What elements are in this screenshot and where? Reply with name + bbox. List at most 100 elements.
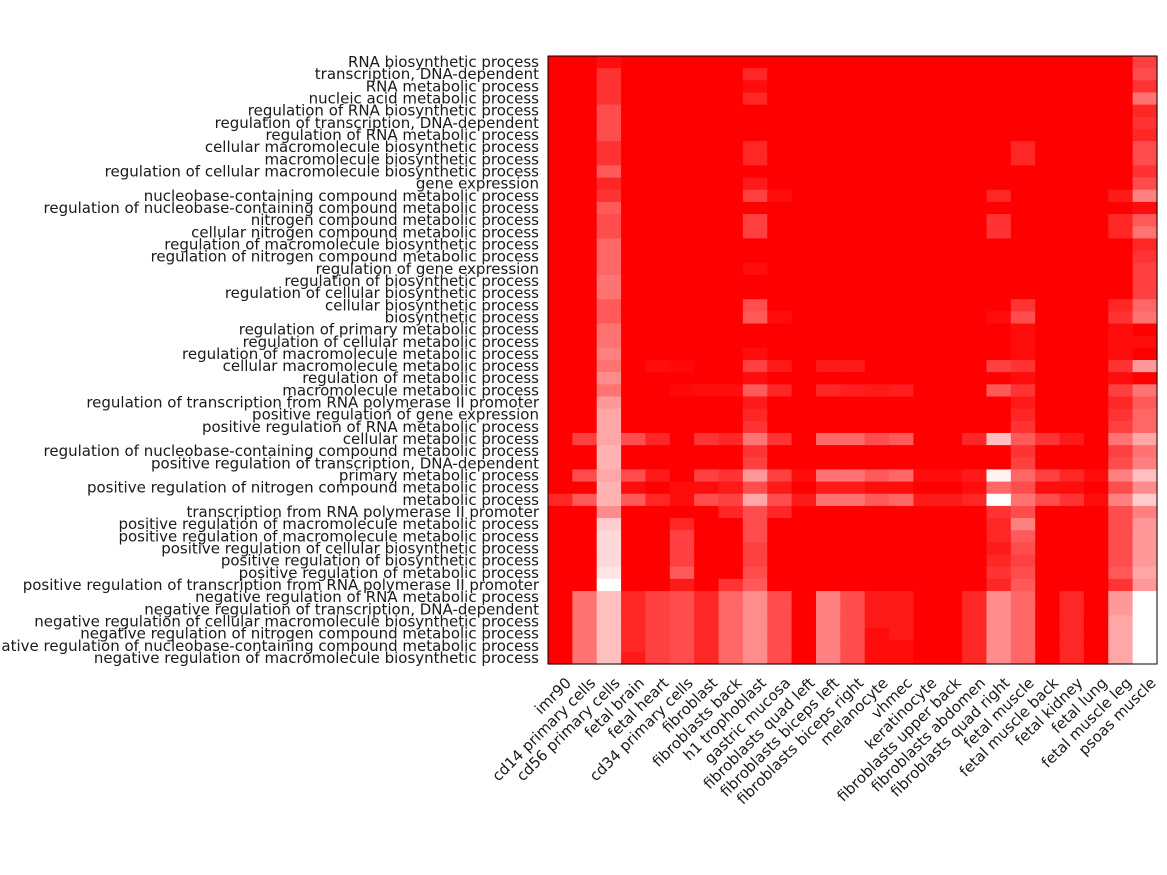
heatmap-cell: [1010, 445, 1036, 458]
heatmap-cell: [1035, 554, 1061, 568]
heatmap-cell: [1059, 189, 1085, 203]
heatmap-cell: [1035, 627, 1061, 641]
heatmap-cell: [572, 627, 598, 641]
heatmap-cell: [742, 481, 768, 495]
heatmap-cell: [889, 639, 914, 653]
heatmap-cell: [1083, 396, 1109, 410]
row-label: RNA metabolic process: [366, 77, 539, 95]
heatmap-cell: [962, 396, 988, 410]
heatmap-cell: [1010, 505, 1036, 519]
row-label: cellular nitrogen compound metabolic pro…: [191, 223, 539, 241]
heatmap-cell: [1010, 323, 1036, 337]
heatmap-cell: [718, 469, 744, 483]
heatmap-cell: [815, 457, 841, 471]
heatmap-cell: [767, 274, 793, 288]
heatmap-cell: [694, 408, 720, 422]
heatmap-cell: [621, 591, 647, 604]
heatmap-cell: [1108, 92, 1134, 106]
heatmap-cell: [742, 68, 768, 81]
heatmap-cell: [864, 299, 890, 312]
heatmap-cell: [767, 578, 793, 592]
heatmap-cell: [1132, 128, 1158, 142]
row-label: regulation of nitrogen compound metaboli…: [151, 248, 540, 266]
row-label: positive regulation of nitrogen compound…: [87, 479, 539, 497]
heatmap-cell: [986, 469, 1012, 483]
heatmap-cell: [986, 603, 1012, 616]
row-label: negative regulation of cellular macromol…: [34, 612, 539, 630]
heatmap-cell: [1010, 189, 1036, 203]
heatmap-cell: [596, 311, 622, 325]
heatmap-cell: [937, 299, 963, 312]
heatmap-cell: [621, 396, 647, 410]
row-label: negative regulation of RNA metabolic pro…: [195, 588, 539, 606]
heatmap-cell: [913, 165, 939, 179]
heatmap-cell: [791, 396, 817, 410]
heatmap-cell: [742, 189, 768, 203]
heatmap-cell: [694, 360, 720, 373]
heatmap-cell: [1108, 396, 1134, 410]
heatmap-cell: [937, 238, 963, 252]
heatmap-cell: [864, 615, 890, 629]
heatmap-cell: [718, 238, 744, 252]
heatmap-cell: [669, 445, 695, 458]
heatmap-cell: [645, 372, 671, 385]
heatmap-cell: [840, 445, 866, 458]
heatmap-cell: [791, 493, 817, 507]
heatmap-cell: [889, 396, 914, 410]
heatmap-cell: [1108, 384, 1134, 398]
heatmap-cell: [742, 128, 768, 142]
heatmap-cell: [815, 153, 841, 167]
heatmap-cell: [767, 591, 793, 604]
heatmap-cell: [791, 372, 817, 385]
heatmap-cell: [694, 238, 720, 252]
heatmap-cell: [718, 335, 744, 349]
heatmap-cell: [840, 311, 866, 325]
heatmap-cell: [1108, 262, 1134, 276]
row-label: transcription, DNA-dependent: [315, 65, 539, 83]
heatmap-cell: [1132, 56, 1158, 69]
heatmap-cell: [1108, 214, 1134, 227]
heatmap-cell: [596, 445, 622, 458]
heatmap-cell: [1132, 311, 1158, 325]
heatmap-cell: [621, 505, 647, 519]
heatmap-cell: [913, 627, 939, 641]
heatmap-cell: [962, 153, 988, 167]
heatmap-cell: [572, 335, 598, 349]
heatmap-cell: [937, 189, 963, 203]
heatmap-cell: [742, 201, 768, 215]
heatmap-cell: [572, 615, 598, 629]
heatmap-cell: [864, 68, 890, 81]
heatmap-cell: [1083, 445, 1109, 458]
heatmap-cell: [864, 420, 890, 434]
heatmap-cell: [913, 56, 939, 69]
heatmap-cell: [548, 493, 573, 507]
heatmap-cell: [962, 651, 988, 665]
heatmap-cell: [694, 128, 720, 142]
heatmap-cell: [791, 250, 817, 264]
heatmap-cell: [962, 445, 988, 458]
heatmap-cell: [572, 432, 598, 446]
heatmap-cell: [694, 116, 720, 130]
heatmap-cell: [1059, 287, 1085, 300]
heatmap-cell: [742, 104, 768, 118]
heatmap-cell: [962, 530, 988, 543]
heatmap-cell: [815, 639, 841, 653]
heatmap-cell: [1083, 128, 1109, 142]
heatmap-cell: [937, 177, 963, 191]
heatmap-cell: [621, 201, 647, 215]
heatmap-cell: [840, 518, 866, 531]
heatmap-cell: [718, 201, 744, 215]
heatmap-cell: [913, 274, 939, 288]
heatmap-cell: [1132, 323, 1158, 337]
heatmap-cell: [1108, 153, 1134, 167]
heatmap-cell: [840, 542, 866, 556]
heatmap-cell: [596, 299, 622, 312]
heatmap-cell: [937, 542, 963, 556]
heatmap-cell: [596, 80, 622, 94]
heatmap-cell: [889, 68, 914, 81]
heatmap-cell: [645, 262, 671, 276]
heatmap-cell: [986, 481, 1012, 495]
heatmap-cell: [767, 445, 793, 458]
heatmap-cell: [1059, 469, 1085, 483]
heatmap-cell: [864, 116, 890, 130]
